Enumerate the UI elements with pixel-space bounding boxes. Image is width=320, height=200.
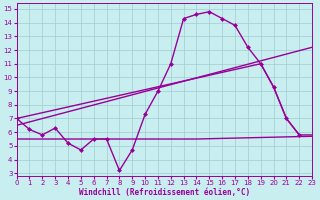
X-axis label: Windchill (Refroidissement éolien,°C): Windchill (Refroidissement éolien,°C) xyxy=(79,188,250,197)
